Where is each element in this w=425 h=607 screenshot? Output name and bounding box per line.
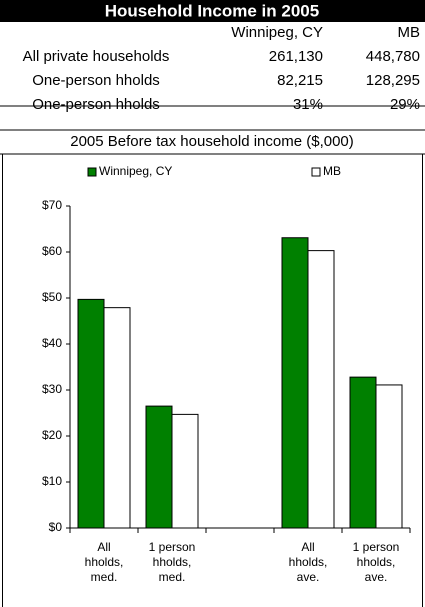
- cell: 128,295: [366, 72, 420, 89]
- x-tick-label: hholds,: [357, 555, 396, 569]
- x-tick-label: 1 person: [149, 540, 196, 554]
- column-header: Winnipeg, CY: [231, 24, 323, 41]
- row-label: All private households: [23, 48, 170, 65]
- cell: 448,780: [366, 48, 420, 65]
- bar: [281, 237, 309, 529]
- legend-swatch: [87, 167, 97, 177]
- x-tick-label: hholds,: [85, 555, 124, 569]
- y-tick-label: $70: [42, 198, 62, 212]
- cell: 29%: [390, 96, 420, 113]
- legend-label: MB: [323, 164, 341, 178]
- bar: [77, 298, 105, 529]
- bar: [145, 405, 173, 529]
- y-tick-label: $40: [42, 336, 62, 350]
- title-bar: [0, 0, 425, 22]
- y-tick-label: $20: [42, 428, 62, 442]
- x-tick-label: hholds,: [153, 555, 192, 569]
- cell: 261,130: [269, 48, 323, 65]
- cell: 82,215: [277, 72, 323, 89]
- legend-label: Winnipeg, CY: [99, 164, 172, 178]
- column-header: MB: [398, 24, 421, 41]
- x-tick-label: ave.: [297, 570, 320, 584]
- legend-swatch: [311, 167, 321, 177]
- x-tick-label: All: [97, 540, 110, 554]
- x-tick-label: 1 person: [353, 540, 400, 554]
- row-label: One-person hholds: [32, 72, 160, 89]
- bar: [103, 307, 131, 529]
- y-tick-label: $0: [49, 520, 63, 534]
- y-tick-label: $30: [42, 382, 62, 396]
- x-tick-label: ave.: [365, 570, 388, 584]
- x-tick-label: All: [301, 540, 314, 554]
- bar: [171, 413, 199, 529]
- bar: [375, 384, 403, 529]
- y-tick-label: $60: [42, 244, 62, 258]
- chart-title: 2005 Before tax household income ($,000): [70, 133, 354, 150]
- x-tick-label: med.: [91, 570, 118, 584]
- bar: [349, 376, 377, 529]
- x-tick-label: med.: [159, 570, 186, 584]
- row-label: One-person hholds: [32, 96, 160, 113]
- cell: 31%: [293, 96, 323, 113]
- y-tick-label: $50: [42, 290, 62, 304]
- bar: [307, 250, 335, 529]
- x-tick-label: hholds,: [289, 555, 328, 569]
- table-title: Household Income in 2005: [105, 1, 319, 20]
- y-tick-label: $10: [42, 474, 62, 488]
